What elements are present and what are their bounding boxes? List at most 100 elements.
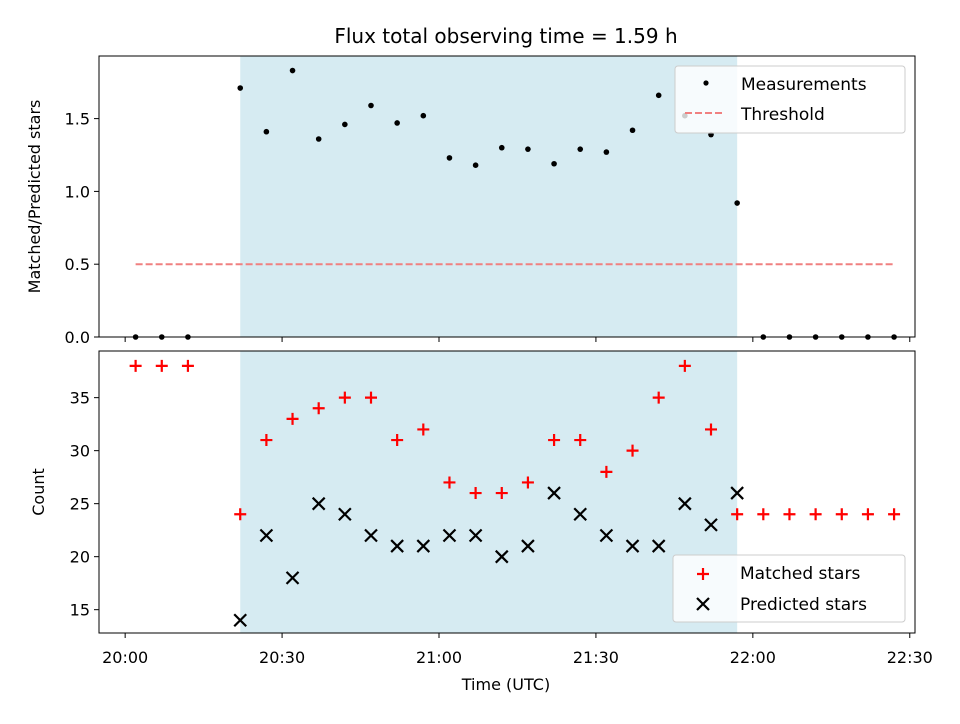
measurement-point bbox=[446, 155, 453, 161]
predicted-stars-point bbox=[233, 613, 248, 628]
matched-stars-point bbox=[312, 402, 325, 415]
matched-stars-point bbox=[443, 476, 456, 489]
bottom-y-tick-label: 15 bbox=[70, 601, 90, 620]
predicted-stars-point bbox=[338, 507, 352, 522]
bottom-x-tick-label: 20:00 bbox=[102, 648, 148, 667]
predicted-stars-point bbox=[704, 518, 718, 532]
matched-stars-point bbox=[731, 508, 744, 521]
x-axis-label: Time (UTC) bbox=[461, 675, 550, 694]
matched-stars-point bbox=[129, 359, 142, 372]
measurement-point bbox=[315, 136, 322, 142]
matched-stars-point bbox=[521, 476, 534, 489]
bottom-x-tick-label: 21:00 bbox=[416, 648, 462, 667]
matched-stars-point bbox=[469, 487, 482, 500]
legend-matched-label: Matched stars bbox=[740, 564, 860, 584]
chart-title: Flux total observing time = 1.59 h bbox=[334, 24, 677, 48]
top-y-tick-label: 0.5 bbox=[65, 255, 90, 274]
matched-stars-point bbox=[260, 434, 273, 447]
bottom-y-tick-label: 25 bbox=[70, 495, 90, 514]
predicted-stars-point bbox=[494, 549, 509, 564]
top-y-tick-label: 0.0 bbox=[65, 328, 90, 347]
matched-stars-point bbox=[652, 391, 665, 404]
measurement-point bbox=[603, 149, 610, 155]
top-y-tick-label: 1.0 bbox=[65, 182, 90, 201]
measurement-point bbox=[629, 127, 636, 134]
bottom-legend: Matched stars Predicted stars bbox=[672, 554, 906, 623]
predicted-stars-point bbox=[625, 539, 640, 553]
predicted-stars-point bbox=[730, 486, 744, 500]
predicted-stars-point bbox=[547, 486, 561, 500]
matched-stars-point bbox=[705, 423, 717, 436]
predicted-stars-point bbox=[311, 496, 326, 511]
bottom-x-tick-label: 21:30 bbox=[573, 648, 619, 667]
matched-stars-point bbox=[783, 508, 796, 521]
bottom-y-axis-label: Count bbox=[29, 468, 48, 516]
legend-predicted-marker bbox=[696, 597, 710, 611]
measurement-point bbox=[498, 144, 505, 151]
bottom-panel: 15 20 25 30 35 20:00 20:30 21:00 21:30 22:00 22:3… bbox=[29, 350, 933, 694]
matched-stars-point bbox=[365, 391, 377, 404]
legend-predicted-label: Predicted stars bbox=[740, 595, 867, 615]
predicted-stars-point bbox=[364, 528, 378, 543]
measurement-point bbox=[472, 162, 479, 168]
top-highlight-span bbox=[240, 56, 738, 337]
top-legend-box bbox=[674, 65, 906, 134]
matched-stars-point bbox=[678, 359, 691, 372]
matched-stars-point bbox=[757, 508, 770, 521]
measurement-point bbox=[263, 128, 270, 135]
predicted-stars-point bbox=[390, 539, 404, 553]
bottom-axes-frame bbox=[98, 350, 916, 634]
predicted-stars-point bbox=[599, 528, 614, 543]
measurement-point bbox=[420, 112, 427, 119]
bottom-legend-box bbox=[672, 554, 906, 623]
bottom-y-tick-label: 20 bbox=[70, 548, 90, 567]
bottom-highlight-span bbox=[240, 351, 738, 633]
legend-measurements-marker bbox=[703, 80, 709, 86]
bottom-y-tick-label: 35 bbox=[70, 389, 90, 408]
bottom-x-tick-label: 22:30 bbox=[887, 648, 933, 667]
matched-stars-point bbox=[417, 423, 430, 436]
bottom-x-tick-label: 22:00 bbox=[730, 648, 776, 667]
matched-stars-point bbox=[888, 508, 901, 521]
measurement-point bbox=[551, 160, 557, 167]
matched-stars-point bbox=[574, 434, 587, 447]
measurement-point bbox=[342, 121, 348, 128]
predicted-stars-point bbox=[573, 507, 588, 522]
top-legend: Measurements Threshold bbox=[674, 65, 906, 134]
matched-stars-point bbox=[861, 508, 874, 521]
matched-stars-point bbox=[548, 434, 561, 447]
top-panel: 0.0 0.5 1.0 1.5 Matched/Predicted stars Mea… bbox=[25, 55, 916, 347]
matched-stars-point bbox=[155, 359, 168, 372]
matched-stars-point bbox=[600, 465, 613, 478]
bottom-x-tick-label: 20:30 bbox=[259, 648, 305, 667]
predicted-stars-point bbox=[521, 539, 535, 553]
measurement-point bbox=[655, 92, 662, 99]
predicted-stars-point bbox=[285, 571, 300, 585]
predicted-stars-point bbox=[651, 539, 666, 553]
measurement-point bbox=[577, 146, 584, 152]
top-y-axis-label: Matched/Predicted stars bbox=[25, 100, 44, 294]
top-y-tick-label: 1.5 bbox=[65, 110, 90, 129]
predicted-stars-point bbox=[416, 539, 431, 553]
matched-stars-point bbox=[835, 508, 848, 521]
predicted-stars-point bbox=[442, 528, 457, 543]
matched-stars-point bbox=[286, 412, 299, 425]
legend-threshold-label: Threshold bbox=[740, 105, 825, 125]
measurement-point bbox=[394, 120, 400, 126]
predicted-stars-point bbox=[678, 496, 692, 511]
measurement-point bbox=[237, 85, 244, 91]
measurement-point bbox=[734, 200, 740, 206]
matched-stars-point bbox=[181, 359, 194, 372]
legend-measurements-label: Measurements bbox=[741, 75, 867, 95]
matched-stars-point bbox=[626, 444, 639, 457]
legend-matched-marker bbox=[697, 568, 709, 580]
predicted-stars-point bbox=[468, 528, 483, 543]
measurement-point bbox=[525, 146, 531, 152]
measurement-point bbox=[368, 102, 374, 109]
matched-stars-point bbox=[495, 487, 508, 500]
matched-stars-point bbox=[391, 434, 404, 447]
matched-stars-point bbox=[809, 508, 822, 521]
top-axes-frame bbox=[98, 55, 916, 338]
bottom-y-tick-label: 30 bbox=[70, 442, 90, 461]
